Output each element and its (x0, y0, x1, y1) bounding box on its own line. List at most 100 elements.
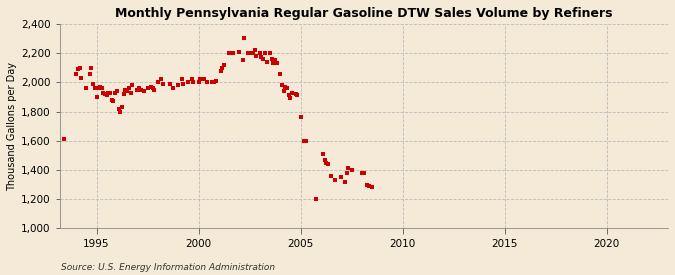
Point (113, 106, 124, 111)
Point (268, 61, 279, 65)
Point (249, 48, 260, 52)
Point (310, 197, 321, 201)
Point (91, 95, 102, 99)
Point (97, 86, 107, 90)
Point (92, 86, 103, 90)
Point (300, 139, 311, 143)
Point (88, 82, 99, 86)
Point (265, 51, 275, 55)
Title: Monthly Pennsylvania Regular Gasoline DTW Sales Volume by Refiners: Monthly Pennsylvania Regular Gasoline DT… (115, 7, 613, 20)
Point (256, 55, 267, 60)
Point (111, 89, 122, 93)
Point (176, 77, 187, 82)
Point (59, 137, 70, 141)
Point (321, 161, 331, 166)
Point (290, 92, 301, 96)
Point (122, 89, 132, 93)
Point (90, 86, 101, 90)
Point (95, 84, 105, 89)
Point (358, 171, 369, 175)
Point (72, 67, 83, 72)
Point (295, 115, 306, 120)
Point (156, 77, 167, 82)
Point (134, 86, 144, 90)
Point (362, 182, 373, 187)
Point (239, 36, 250, 41)
Point (270, 58, 281, 63)
Point (149, 87, 160, 92)
Point (124, 86, 134, 90)
Text: Source: U.S. Energy Information Administration: Source: U.S. Energy Information Administ… (61, 263, 275, 272)
Point (167, 86, 178, 90)
Point (138, 89, 149, 93)
Point (178, 82, 188, 86)
Point (103, 90, 114, 95)
Point (198, 77, 209, 82)
Point (209, 80, 219, 84)
Point (157, 82, 168, 86)
Point (153, 80, 163, 84)
Point (287, 90, 298, 95)
Point (98, 90, 109, 95)
Point (299, 139, 310, 143)
Point (74, 65, 85, 70)
Point (284, 93, 294, 98)
Point (202, 80, 213, 84)
Point (164, 82, 175, 86)
Point (227, 51, 238, 55)
Point (242, 51, 253, 55)
Point (329, 178, 340, 182)
Point (224, 51, 235, 55)
Point (173, 83, 184, 87)
Point (319, 158, 330, 162)
Point (142, 86, 153, 90)
Point (108, 99, 119, 103)
Point (188, 80, 199, 84)
Point (196, 77, 207, 82)
Point (244, 51, 255, 55)
Point (363, 184, 374, 188)
Point (248, 51, 259, 55)
Point (71, 71, 82, 76)
Point (254, 51, 265, 55)
Point (341, 171, 352, 175)
Point (281, 86, 292, 90)
Point (186, 77, 197, 82)
Point (215, 68, 226, 73)
Point (195, 77, 206, 82)
Point (210, 79, 221, 83)
Point (127, 83, 138, 87)
Point (81, 86, 92, 90)
Point (136, 87, 146, 92)
Point (277, 83, 288, 87)
Point (251, 54, 262, 58)
Point (285, 96, 296, 101)
Point (336, 175, 347, 180)
Point (84, 71, 95, 76)
Point (217, 65, 228, 70)
Point (132, 87, 142, 92)
Point (317, 152, 328, 156)
Point (125, 90, 136, 95)
Point (101, 93, 112, 98)
Point (86, 65, 97, 70)
Point (292, 93, 302, 98)
Point (266, 57, 277, 61)
Point (343, 166, 354, 171)
Point (238, 58, 248, 63)
Point (275, 71, 286, 76)
Point (323, 162, 333, 166)
Point (110, 90, 121, 95)
Point (183, 80, 194, 84)
Point (340, 180, 350, 184)
Point (193, 80, 204, 84)
Point (261, 60, 272, 64)
Point (146, 84, 157, 89)
Point (105, 90, 115, 95)
Point (326, 174, 337, 178)
Point (207, 80, 217, 84)
Y-axis label: Thousand Gallons per Day: Thousand Gallons per Day (7, 62, 17, 191)
Point (346, 168, 357, 172)
Point (259, 51, 270, 55)
Point (219, 63, 230, 67)
